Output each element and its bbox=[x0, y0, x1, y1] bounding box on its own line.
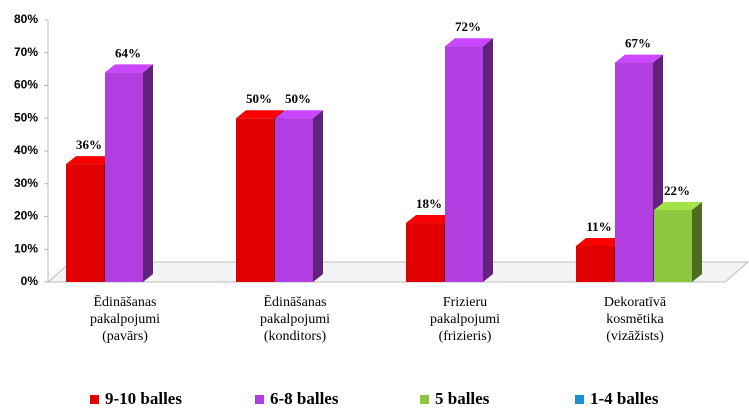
y-tick-label: 80% bbox=[14, 12, 38, 26]
bar-top bbox=[615, 54, 663, 63]
bar-front bbox=[576, 245, 614, 282]
bar-front bbox=[654, 209, 692, 282]
floor bbox=[46, 261, 749, 283]
y-tick-label: 20% bbox=[14, 209, 38, 223]
value-label: 50% bbox=[246, 91, 272, 106]
bar bbox=[105, 64, 153, 283]
y-tick-label: 60% bbox=[14, 78, 38, 92]
value-label: 11% bbox=[586, 219, 611, 234]
legend-item: 6-8 balles bbox=[255, 389, 339, 408]
bar-side bbox=[692, 201, 702, 282]
x-tick-label: Ēdināšanas pakalpojumi (pavārs) bbox=[90, 295, 160, 344]
y-tick-label: 10% bbox=[14, 241, 38, 255]
bar bbox=[654, 201, 702, 282]
legend-swatch bbox=[575, 395, 584, 404]
value-label: 64% bbox=[115, 45, 141, 60]
bar-top bbox=[105, 64, 153, 73]
legend-label: 5 balles bbox=[435, 389, 490, 408]
bar-front bbox=[66, 164, 104, 282]
value-label: 67% bbox=[625, 36, 651, 51]
legend-label: 9-10 balles bbox=[105, 389, 182, 408]
bar-side bbox=[313, 110, 323, 282]
legend-swatch bbox=[90, 395, 99, 404]
bar-front bbox=[615, 62, 653, 283]
bar-front bbox=[445, 46, 483, 283]
bar-front bbox=[105, 72, 143, 283]
y-tick-label: 50% bbox=[14, 110, 38, 124]
bar-top bbox=[576, 237, 624, 246]
legend-item: 5 balles bbox=[420, 389, 490, 408]
legend-label: 6-8 balles bbox=[270, 389, 339, 408]
legend-swatch bbox=[420, 395, 429, 404]
x-tick-label: Frizieru pakalpojumi (frizieris) bbox=[430, 295, 500, 344]
legend-label: 1-4 balles bbox=[590, 389, 659, 408]
y-tick-label: 0% bbox=[21, 274, 39, 288]
bar bbox=[445, 38, 493, 283]
value-label: 72% bbox=[455, 19, 481, 34]
legend-item: 1-4 balles bbox=[575, 389, 659, 408]
value-label: 22% bbox=[664, 183, 690, 198]
bar-top bbox=[445, 38, 493, 47]
legend-item: 9-10 balles bbox=[90, 389, 182, 408]
y-tick-label: 30% bbox=[14, 176, 38, 190]
value-label: 36% bbox=[76, 137, 102, 152]
x-tick-label: Dekoratīvā kosmētika (vizāžists) bbox=[603, 295, 667, 344]
bar-side bbox=[483, 38, 493, 283]
bar-side bbox=[143, 64, 153, 283]
bar-top bbox=[66, 156, 114, 165]
bar-front bbox=[236, 118, 274, 282]
bar-top bbox=[406, 215, 454, 224]
bar bbox=[275, 110, 323, 282]
bar-front bbox=[406, 223, 444, 282]
legend-swatch bbox=[255, 395, 264, 404]
bar-front bbox=[275, 118, 313, 282]
value-label: 50% bbox=[285, 91, 311, 106]
bar-top bbox=[236, 110, 284, 119]
value-label: 18% bbox=[416, 196, 442, 211]
bar-top bbox=[275, 110, 323, 119]
y-tick-label: 70% bbox=[14, 45, 38, 59]
y-tick-label: 40% bbox=[14, 143, 38, 157]
x-tick-label: Ēdināšanas pakalpojumi (konditors) bbox=[260, 295, 330, 344]
bar-top bbox=[654, 201, 702, 210]
